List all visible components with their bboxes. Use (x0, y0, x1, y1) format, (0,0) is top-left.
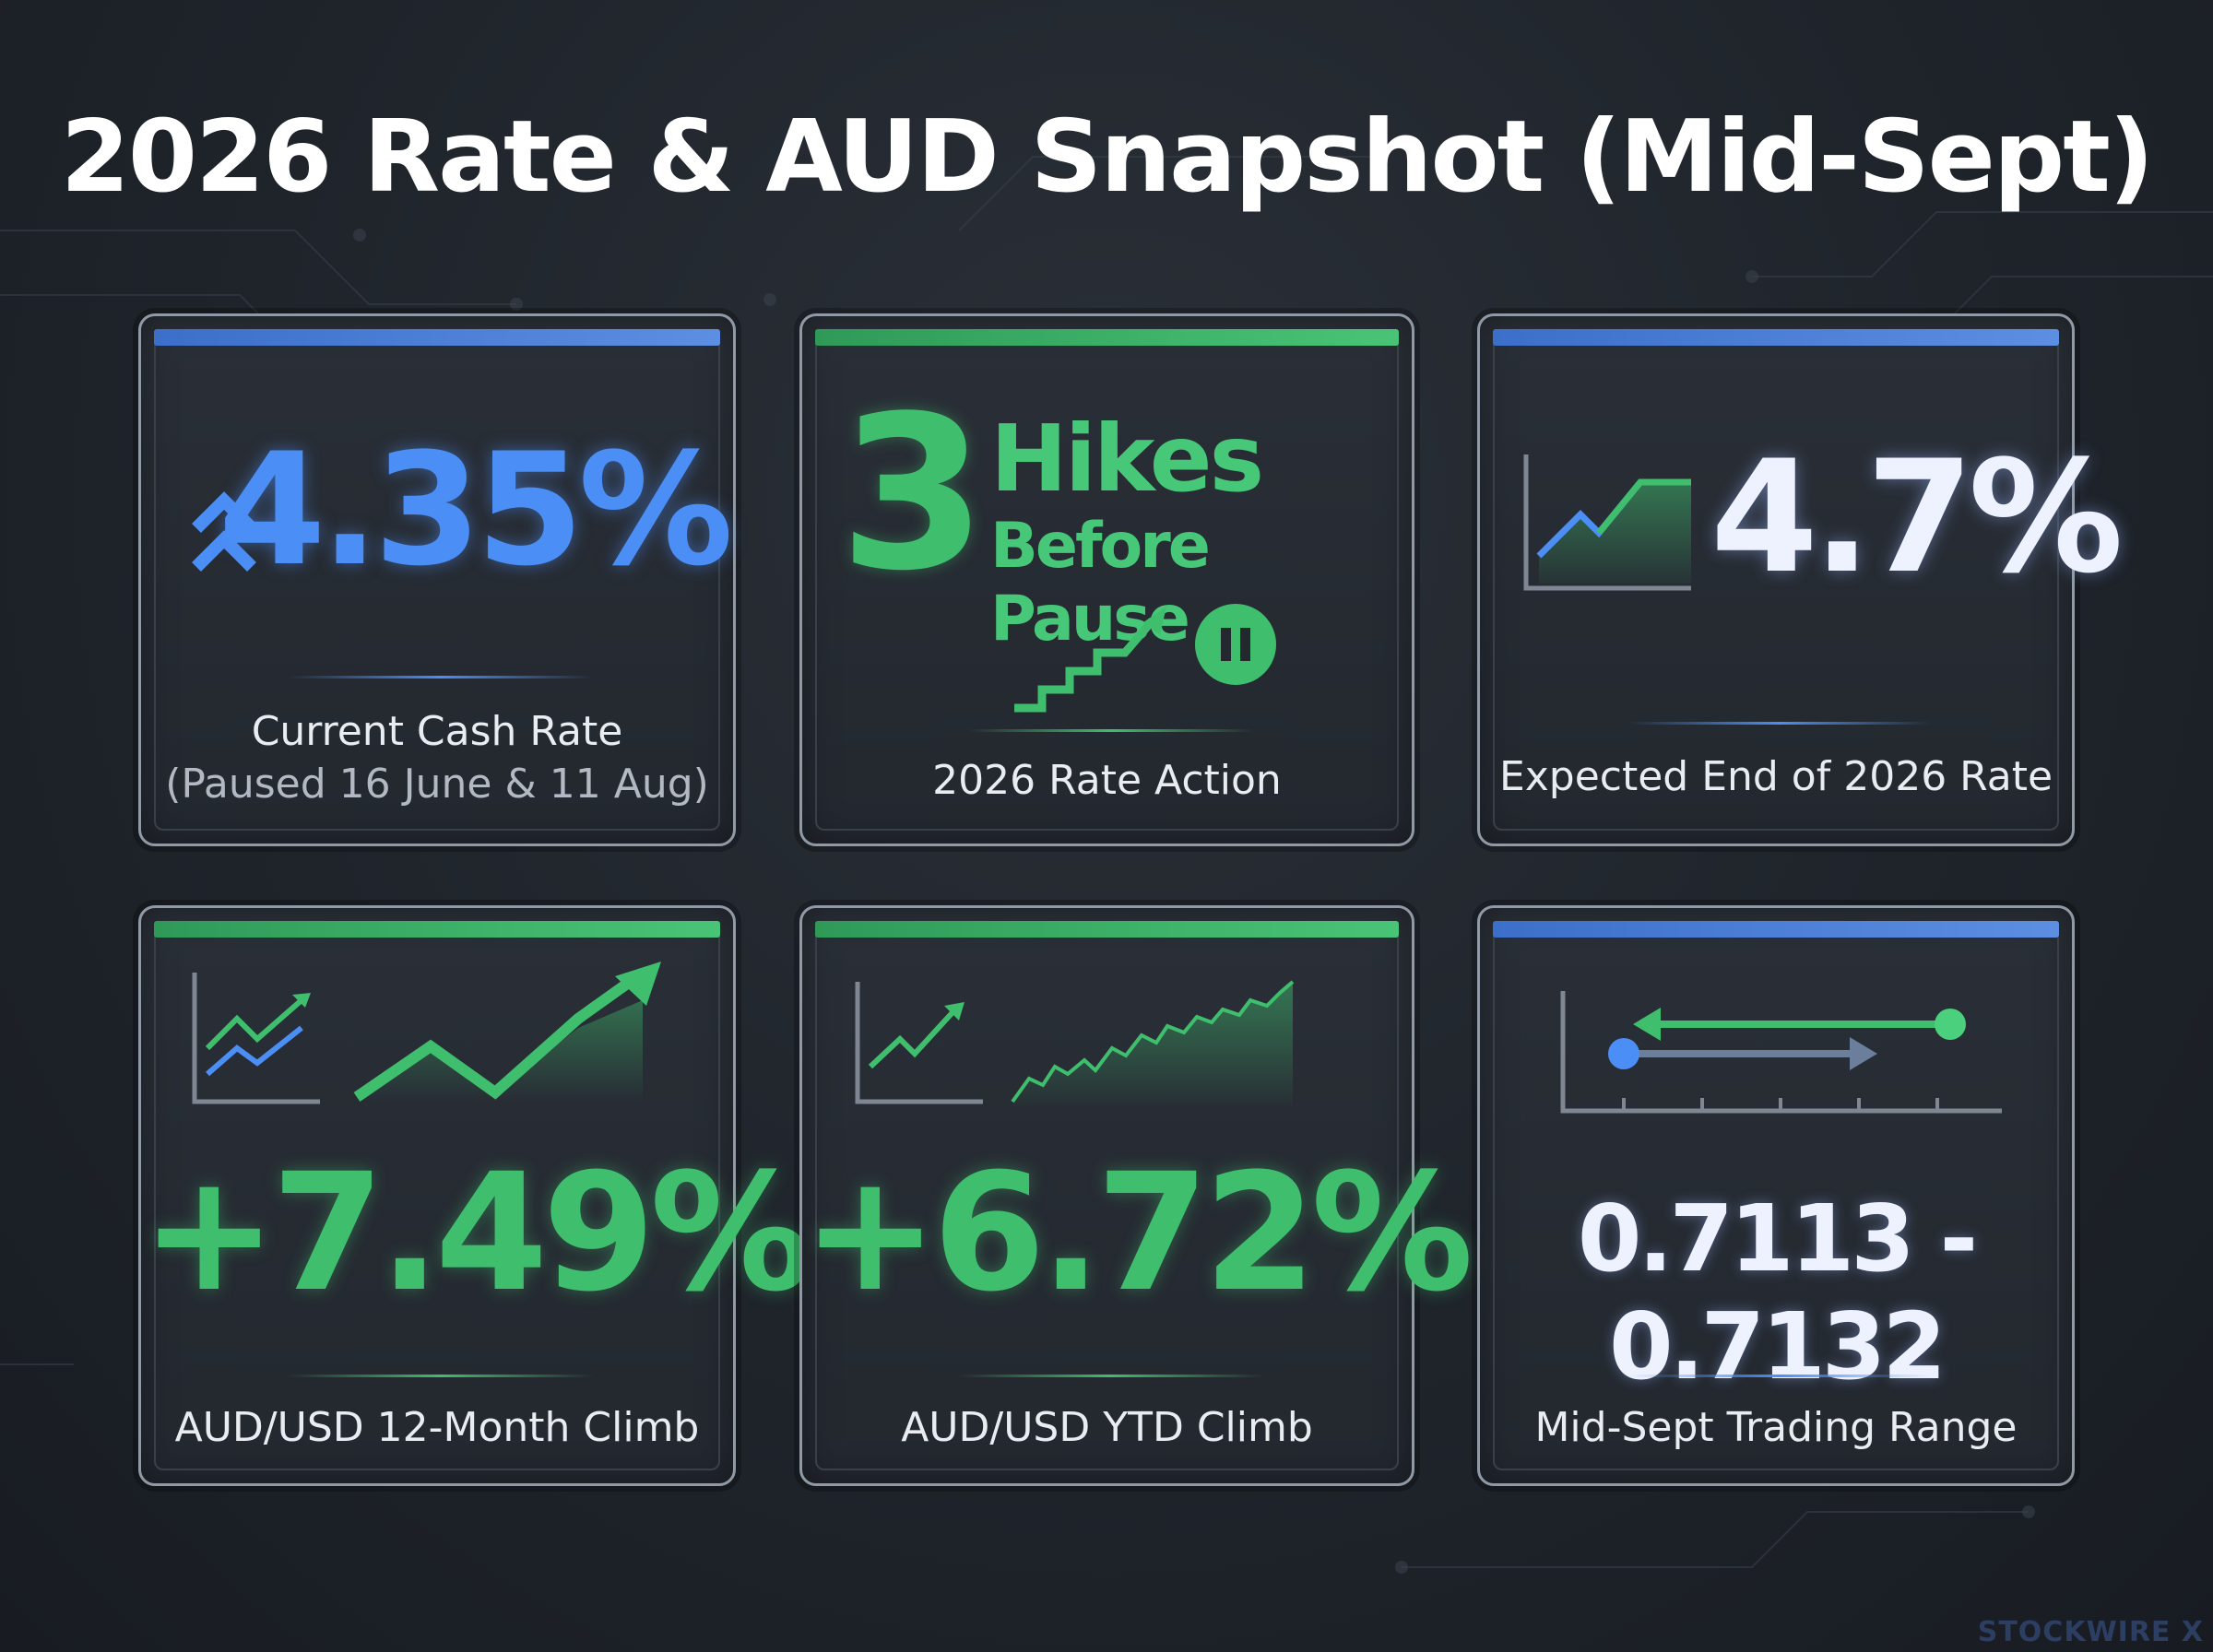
card-label: 2026 Rate Action (932, 757, 1282, 804)
card-accent-bar (815, 921, 1399, 938)
hikes-text: Hikes (990, 405, 1264, 513)
card-divider (1627, 722, 1932, 725)
page-title: 2026 Rate & AUD Snapshot (Mid-Sept) (60, 100, 2154, 215)
card-accent-bar (154, 329, 720, 346)
trading-range-value: 0.7113 - 0.7132 (1577, 1185, 1978, 1400)
card-accent-bar (1493, 921, 2059, 938)
twelve-month-climb-value: +7.49% (141, 1139, 812, 1328)
card-label: Mid-Sept Trading Range (1534, 1404, 2018, 1451)
card-divider (289, 1375, 593, 1377)
ytd-climb-value: +6.72% (802, 1139, 1473, 1328)
card-divider (959, 1375, 1263, 1377)
before-pause-text: Before Pause (990, 510, 1211, 655)
double-chevron-up-icon (192, 491, 256, 572)
card-current-cash-rate: 4.35% Current Cash Rate (Paused 16 June … (138, 313, 736, 846)
line-chart-icon (1523, 454, 1691, 591)
card-rate-action: 3 Hikes Before Pause 2026 Rate Action (799, 313, 1414, 846)
card-label: Current Cash Rate (251, 708, 623, 755)
card-expected-end-rate: 4.7% Expected End of 2026 Rate (1477, 313, 2124, 846)
card-label: AUD/USD YTD Climb (901, 1404, 1313, 1451)
watermark-logo: STOCKWIRE X (1977, 1616, 2204, 1648)
expected-rate-value: 4.7% (1710, 427, 2124, 608)
range-arrows-icon (1560, 991, 2002, 1114)
card-label: Expected End of 2026 Rate (1498, 753, 2053, 800)
card-divider (968, 729, 1254, 732)
card-audusd-12-month: +7.49% AUD/USD 12-Month Climb (138, 905, 812, 1486)
card-divider (289, 676, 593, 678)
zigzag-uptrend-icon (192, 962, 661, 1104)
card-accent-bar (154, 921, 720, 938)
card-label: AUD/USD 12-Month Climb (174, 1404, 700, 1451)
card-divider (1627, 1375, 1932, 1377)
step-arrow-pause-icon (1014, 604, 1276, 713)
area-uptrend-icon (855, 980, 1295, 1106)
card-sublabel: (Paused 16 June & 11 Aug) (165, 761, 709, 808)
card-accent-bar (815, 329, 1399, 346)
card-accent-bar (1493, 329, 2059, 346)
cash-rate-value: 4.35% (218, 419, 734, 600)
card-trading-range: 0.7113 - 0.7132 Mid-Sept Trading Range (1477, 905, 2075, 1486)
card-audusd-ytd: +6.72% AUD/USD YTD Climb (799, 905, 1473, 1486)
hikes-count: 3 (839, 372, 988, 618)
